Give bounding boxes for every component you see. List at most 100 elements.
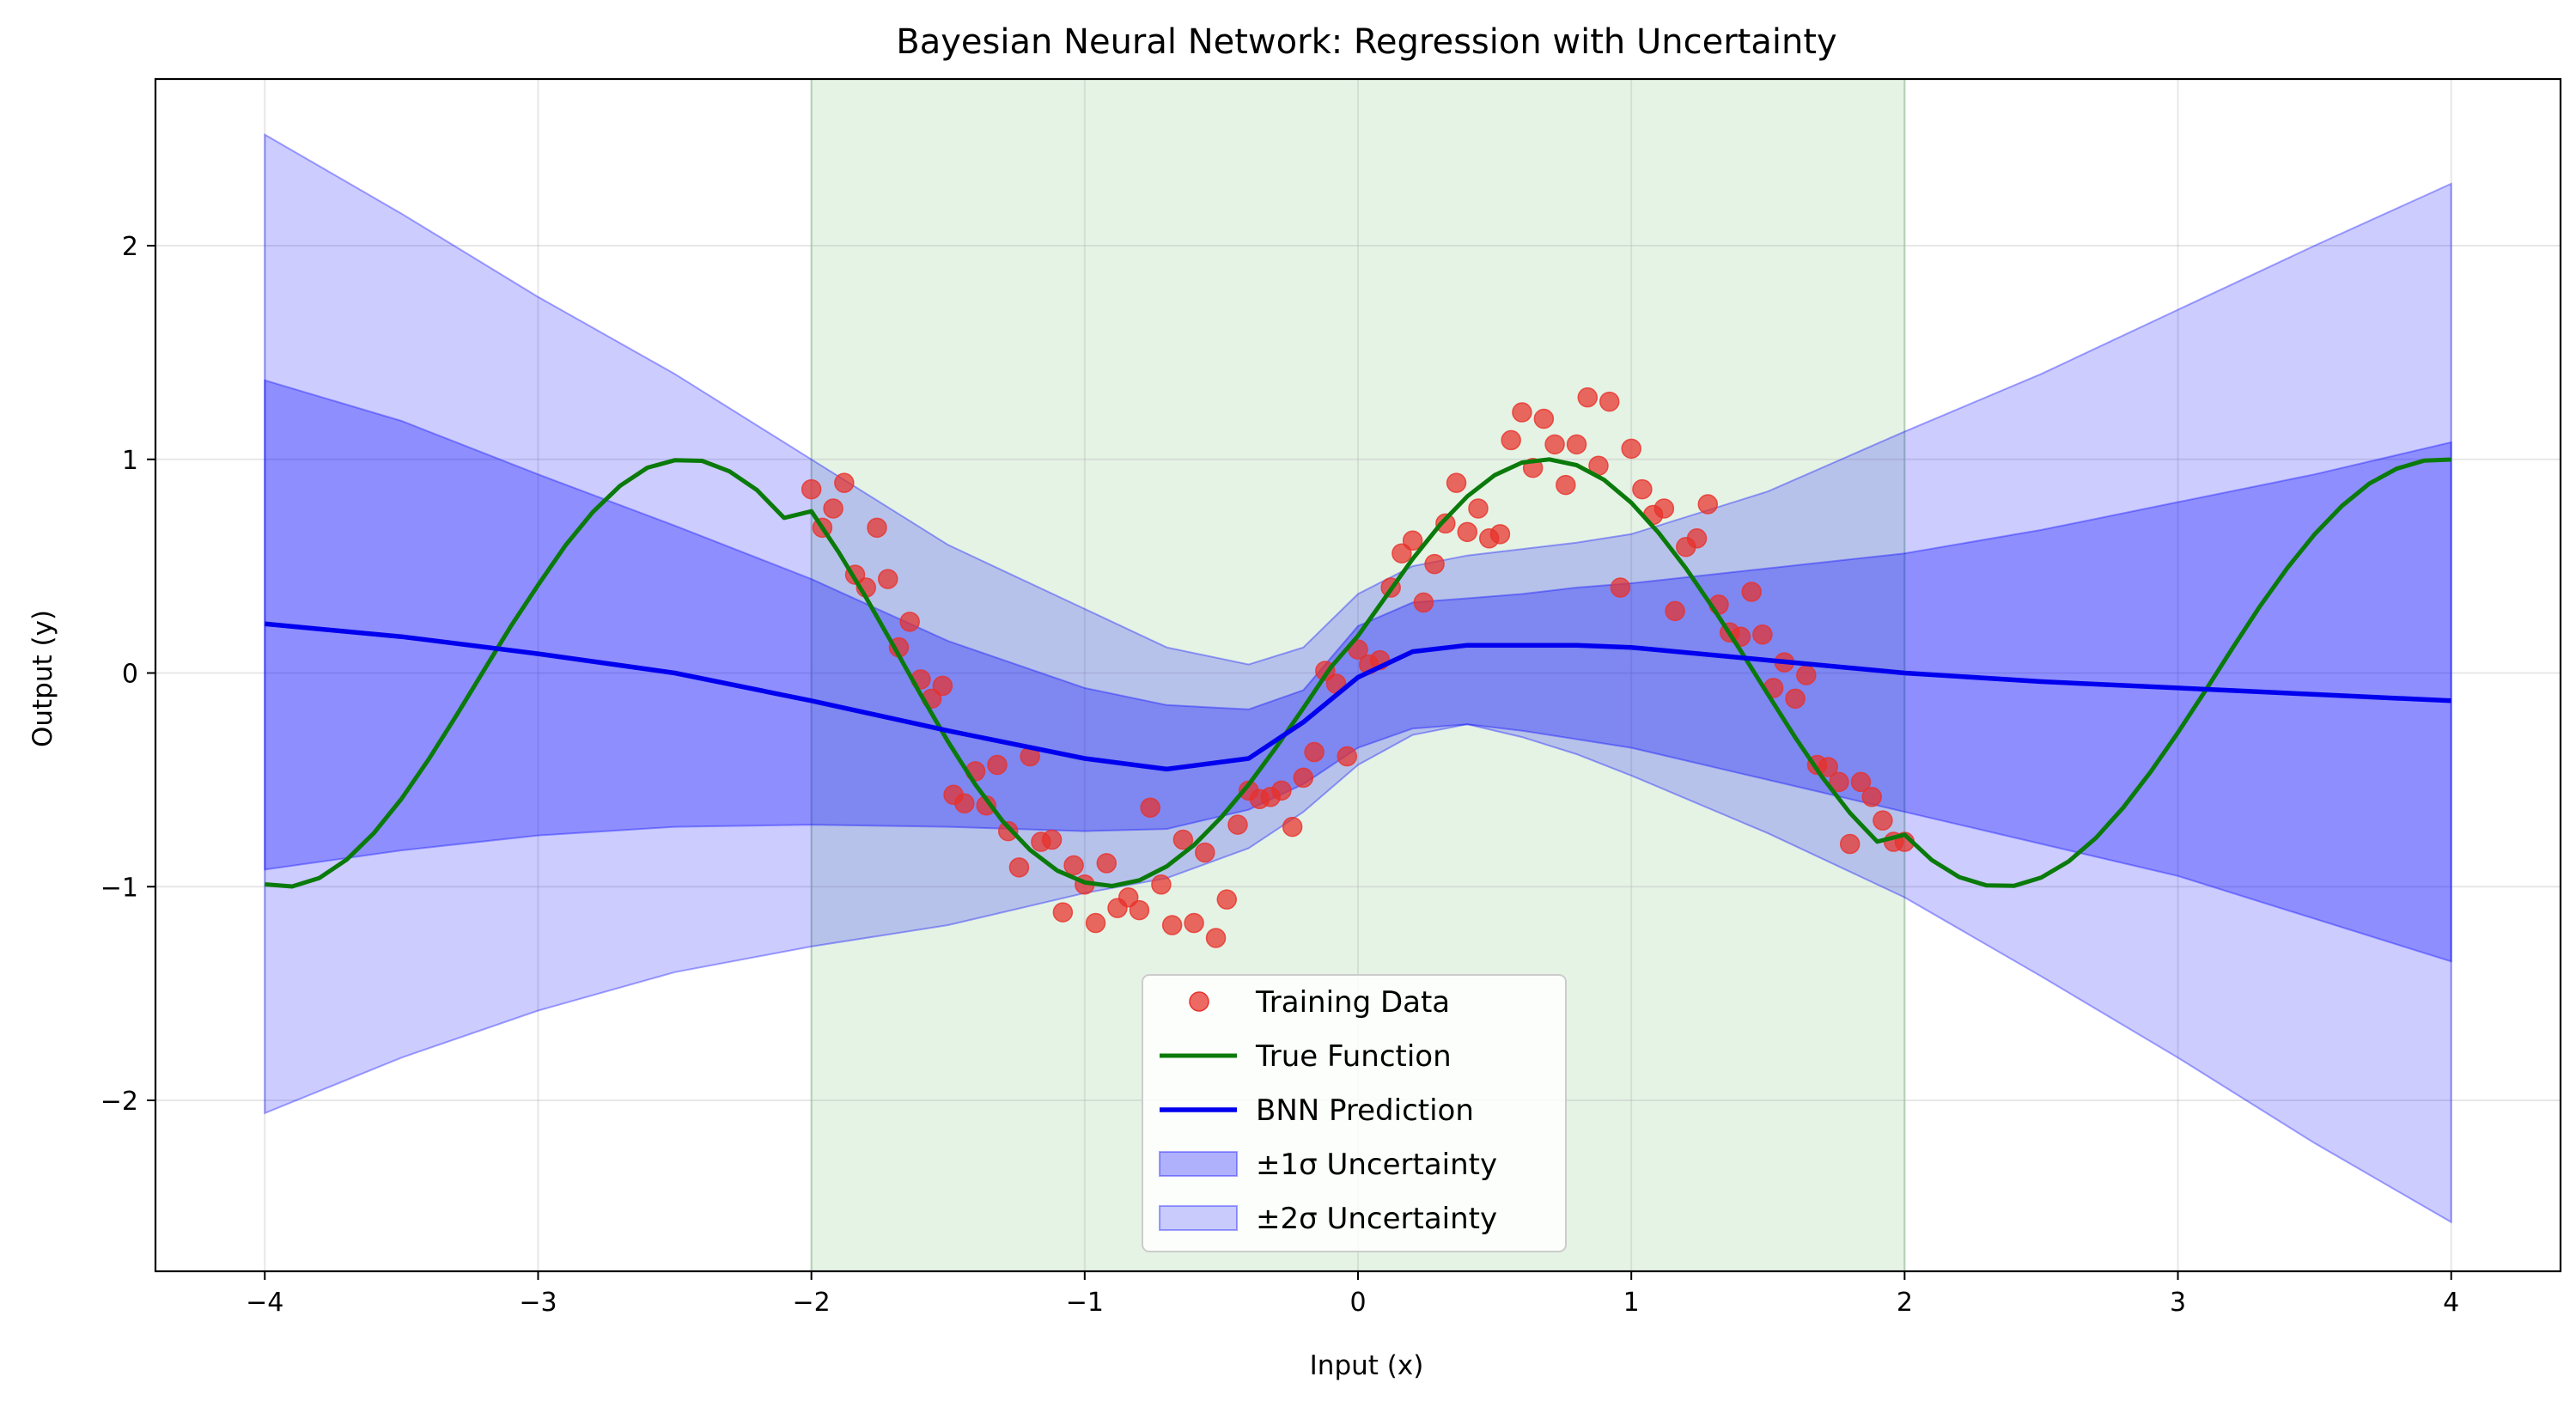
training-point — [1129, 899, 1150, 921]
prediction-layer — [265, 621, 2451, 772]
training-data-layer — [801, 387, 1915, 948]
training-point — [834, 472, 855, 493]
training-point — [1861, 787, 1882, 807]
true-function-layer — [265, 457, 2451, 889]
training-point — [1610, 577, 1631, 598]
training-point — [1489, 524, 1511, 545]
x-tick-label: 4 — [2443, 1288, 2459, 1318]
training-point — [877, 569, 898, 589]
y-tick-label: 0 — [122, 660, 138, 690]
training-point — [1577, 387, 1599, 408]
legend-box — [1142, 974, 1567, 1252]
legend-label: Training Data — [1255, 985, 1450, 1020]
training-point — [1796, 665, 1817, 685]
training-point — [1599, 391, 1620, 412]
training-point — [1063, 855, 1084, 876]
bnn-prediction-line — [265, 621, 2451, 772]
training-point — [1785, 688, 1806, 710]
training-point — [1818, 757, 1839, 777]
y-tick-label: −2 — [100, 1087, 138, 1117]
training-point — [1533, 408, 1555, 429]
x-tick-label: −1 — [1066, 1288, 1104, 1318]
legend-label: True Function — [1255, 1039, 1452, 1074]
training-point — [1457, 521, 1478, 543]
x-tick-label: −4 — [246, 1288, 283, 1318]
training-point — [867, 517, 887, 539]
training-point — [1653, 498, 1675, 519]
legend-label: ±1σ Uncertainty — [1256, 1148, 1497, 1182]
training-point — [1140, 797, 1160, 818]
training-point — [1468, 498, 1489, 519]
training-point — [801, 478, 822, 500]
training-point — [1117, 886, 1139, 908]
training-point — [1216, 889, 1238, 910]
x-tick-label: 0 — [1349, 1288, 1366, 1318]
training-point — [1392, 543, 1412, 563]
y-tick-label: −1 — [100, 873, 138, 903]
training-point — [1839, 833, 1860, 855]
training-point — [1402, 530, 1423, 551]
legend-label: BNN Prediction — [1256, 1093, 1474, 1128]
training-point — [997, 820, 1019, 842]
training-point — [1413, 592, 1434, 613]
training-point — [1665, 600, 1685, 622]
training-point — [1304, 741, 1325, 763]
training-point — [1686, 528, 1708, 549]
training-point — [1008, 857, 1030, 878]
x-tick-label: −3 — [519, 1288, 557, 1318]
x-tick-label: 1 — [1623, 1288, 1640, 1318]
training-point — [1337, 746, 1358, 767]
training-point — [1621, 438, 1641, 460]
training-point — [1282, 816, 1303, 838]
training-point — [899, 612, 920, 632]
training-point — [1741, 582, 1762, 602]
legend-label: ±2σ Uncertainty — [1256, 1202, 1497, 1236]
band-1sigma — [264, 379, 2452, 963]
training-point — [1501, 429, 1521, 451]
training-point — [1850, 771, 1872, 793]
training-point — [1184, 912, 1204, 934]
training-point — [1632, 478, 1653, 500]
training-point — [1195, 842, 1215, 863]
training-point — [1052, 902, 1074, 923]
legend: Training Data True Function BNN Prediction… — [1142, 974, 1567, 1252]
legend-marker-training — [1189, 991, 1209, 1012]
training-point — [1424, 553, 1445, 575]
training-point — [1096, 853, 1117, 874]
legend-items: Training Data True Function BNN Prediction… — [1159, 985, 1497, 1236]
legend-patch-2sigma — [1159, 1205, 1238, 1231]
training-point — [1151, 874, 1172, 895]
training-point — [1205, 928, 1227, 948]
x-tick-label: 3 — [2170, 1288, 2186, 1318]
training-point — [987, 754, 1008, 776]
training-point — [1829, 771, 1849, 793]
y-tick-label: 1 — [122, 446, 138, 476]
x-tick-label: 2 — [1897, 1288, 1913, 1318]
true-function-line — [265, 457, 2451, 889]
plot-area — [155, 78, 2561, 1272]
training-point — [1435, 513, 1456, 534]
training-point — [823, 498, 843, 519]
training-point — [1041, 829, 1063, 850]
legend-patch-1sigma — [1159, 1151, 1238, 1177]
training-point — [1446, 472, 1467, 493]
y-tick-label: 2 — [122, 232, 138, 262]
chart-title: Bayesian Neural Network: Regression with… — [896, 22, 1836, 62]
ticks-layer: −4 −3 −2 −1 0 1 2 3 4 −2 −1 0 1 2 — [100, 232, 2460, 1318]
band-1sigma-layer — [264, 379, 2452, 963]
x-axis-label: Input (x) — [1310, 1350, 1424, 1381]
training-point — [1566, 434, 1587, 455]
training-point — [1512, 402, 1532, 423]
training-point — [1544, 434, 1565, 455]
training-point — [1293, 767, 1314, 789]
training-point — [1172, 829, 1194, 850]
x-tick-label: −2 — [793, 1288, 831, 1318]
training-point — [954, 793, 975, 813]
training-point — [1873, 810, 1893, 831]
training-point — [932, 675, 953, 697]
training-point — [1161, 915, 1183, 935]
training-point — [1227, 814, 1248, 835]
training-point — [1697, 494, 1719, 515]
training-point — [1752, 624, 1773, 645]
